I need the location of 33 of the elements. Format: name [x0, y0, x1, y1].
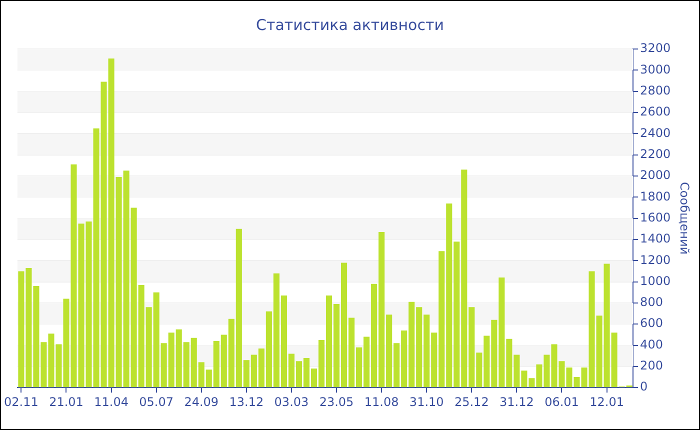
- x-tick-label: 24.09: [184, 394, 219, 409]
- x-tick-label: 11.04: [94, 394, 128, 409]
- x-tick-label: 13.12: [229, 394, 264, 409]
- y-tick-label: 2600: [640, 104, 671, 119]
- x-tick-label: 03.03: [274, 394, 309, 409]
- x-tick-label: 06.01: [544, 394, 579, 409]
- y-tick-label: 2400: [640, 126, 671, 140]
- x-tick-label: 11.08: [364, 394, 399, 409]
- y-axis-title: Сообщений: [678, 182, 692, 255]
- x-tick-label: 05.07: [139, 394, 174, 409]
- y-tick-label: 3000: [640, 62, 671, 76]
- x-tick-label: 02.11: [4, 394, 38, 409]
- x-tick-label: 31.10: [409, 394, 444, 409]
- y-tick-label: 800: [640, 295, 663, 310]
- y-tick-label: 1000: [640, 274, 671, 288]
- x-tick-label: 23.05: [319, 394, 354, 409]
- y-tick-label: 1800: [640, 189, 671, 204]
- y-tick-label: 2200: [640, 146, 671, 161]
- y-tick-label: 2800: [640, 83, 671, 98]
- y-tick-label: 0: [640, 380, 648, 394]
- y-tick-label: 200: [640, 358, 663, 373]
- y-tick-label: 1200: [640, 252, 671, 267]
- x-tick-label: 12.01: [590, 394, 624, 409]
- x-tick-label: 25.12: [454, 394, 489, 409]
- x-tick-label: 31.12: [500, 394, 534, 409]
- y-tick-label: 600: [640, 316, 663, 330]
- x-tick-label: 21.01: [49, 394, 84, 409]
- y-tick-label: 3200: [640, 41, 671, 56]
- y-tick-label: 1600: [640, 210, 671, 224]
- chart-title: Статистика активности: [256, 16, 444, 34]
- y-tick-label: 2000: [640, 168, 671, 182]
- y-tick-label: 400: [640, 337, 663, 352]
- y-tick-label: 1400: [640, 232, 671, 246]
